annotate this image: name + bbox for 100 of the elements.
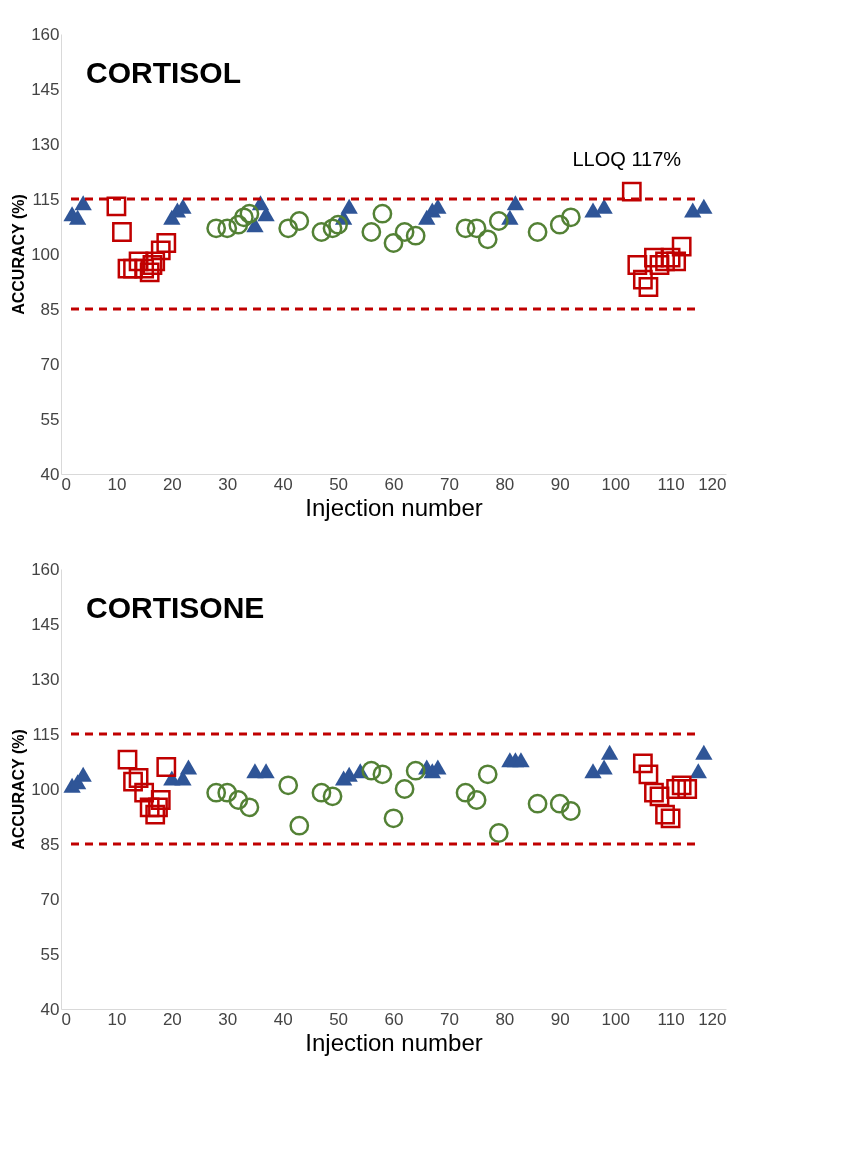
y-tick-label: 70 [40, 889, 60, 909]
point [455, 218, 476, 239]
x-tick-label: 0 [61, 1009, 71, 1029]
point [322, 786, 343, 807]
x-tick-label: 30 [218, 1009, 238, 1029]
point [549, 214, 570, 235]
point [644, 247, 664, 268]
point [139, 262, 160, 283]
x-tick-label: 110 [657, 474, 685, 494]
point [206, 218, 227, 239]
y-tick-label: 145 [31, 614, 60, 634]
x-tick-label: 30 [218, 474, 238, 494]
y-tick-label: 100 [31, 244, 60, 264]
point [560, 207, 581, 228]
point [394, 779, 415, 799]
point [584, 763, 602, 779]
x-tick-label: 10 [107, 1009, 127, 1029]
point [217, 782, 238, 803]
point [289, 211, 310, 231]
x-tick-label: 40 [273, 1009, 293, 1029]
point [695, 744, 713, 760]
point [621, 181, 642, 202]
point [134, 782, 155, 803]
x-axis-title: Injection number [305, 493, 483, 521]
x-axis-title: Injection number [305, 1028, 483, 1056]
y-tick-label: 160 [31, 559, 60, 579]
y-tick-label: 160 [31, 24, 60, 44]
point [600, 744, 619, 760]
point [638, 764, 659, 785]
y-tick-label: 115 [32, 724, 60, 744]
point [632, 269, 653, 290]
x-tick-label: 120 [698, 474, 727, 494]
x-tick-label: 90 [550, 1009, 570, 1029]
point [632, 753, 653, 774]
point [527, 222, 548, 242]
point [677, 779, 698, 799]
point [372, 764, 393, 785]
annotation: LLOQ 117% [572, 147, 682, 170]
point [595, 198, 613, 214]
point [311, 222, 332, 242]
point [139, 797, 160, 818]
point [383, 808, 404, 829]
y-tick-label: 130 [31, 669, 60, 689]
point [595, 759, 613, 775]
text: CORTISOL [86, 56, 241, 89]
point [128, 768, 149, 788]
point [649, 786, 670, 807]
point [405, 760, 426, 781]
y-tick-label: 85 [40, 834, 60, 854]
point [278, 218, 299, 239]
y-tick-label: 115 [32, 189, 60, 209]
point [644, 782, 664, 803]
y-tick-label: 85 [40, 299, 60, 319]
point [145, 804, 166, 825]
point [655, 804, 675, 825]
y-tick-label: 70 [40, 354, 60, 374]
point [560, 801, 581, 821]
text: CORTISONE [86, 591, 265, 624]
point [217, 218, 238, 239]
x-tick-label: 110 [657, 1009, 685, 1029]
x-tick-label: 60 [384, 1009, 404, 1029]
point [228, 790, 249, 810]
point [206, 782, 227, 803]
point [627, 255, 648, 275]
point [684, 202, 702, 218]
x-tick-label: 60 [384, 474, 404, 494]
point [123, 771, 143, 792]
point [156, 233, 177, 253]
x-tick-label: 10 [107, 474, 127, 494]
point [512, 752, 530, 768]
point [405, 225, 426, 246]
point [671, 236, 692, 257]
point [666, 779, 687, 799]
point [466, 218, 487, 239]
point [527, 793, 548, 814]
x-tick-label: 20 [162, 1009, 182, 1029]
x-tick-label: 80 [495, 474, 515, 494]
point [106, 196, 127, 217]
point [584, 202, 602, 218]
x-tick-label: 90 [550, 474, 570, 494]
point [689, 763, 707, 779]
point [655, 251, 675, 272]
point [233, 207, 254, 228]
point [239, 203, 260, 224]
point [311, 782, 332, 803]
y-axis-title: ACCURACY (%) [10, 194, 28, 315]
x-tick-label: 20 [162, 474, 182, 494]
point [477, 764, 498, 785]
x-tick-label: 70 [439, 1009, 459, 1029]
point [394, 222, 415, 242]
point [257, 763, 275, 779]
y-tick-label: 130 [31, 134, 60, 154]
point [179, 759, 198, 775]
point [150, 240, 171, 261]
point [278, 775, 299, 796]
x-tick-label: 50 [329, 1009, 349, 1029]
y-tick-label: 145 [31, 79, 60, 99]
x-tick-label: 80 [495, 1009, 515, 1029]
point [148, 797, 168, 818]
point [117, 749, 138, 770]
